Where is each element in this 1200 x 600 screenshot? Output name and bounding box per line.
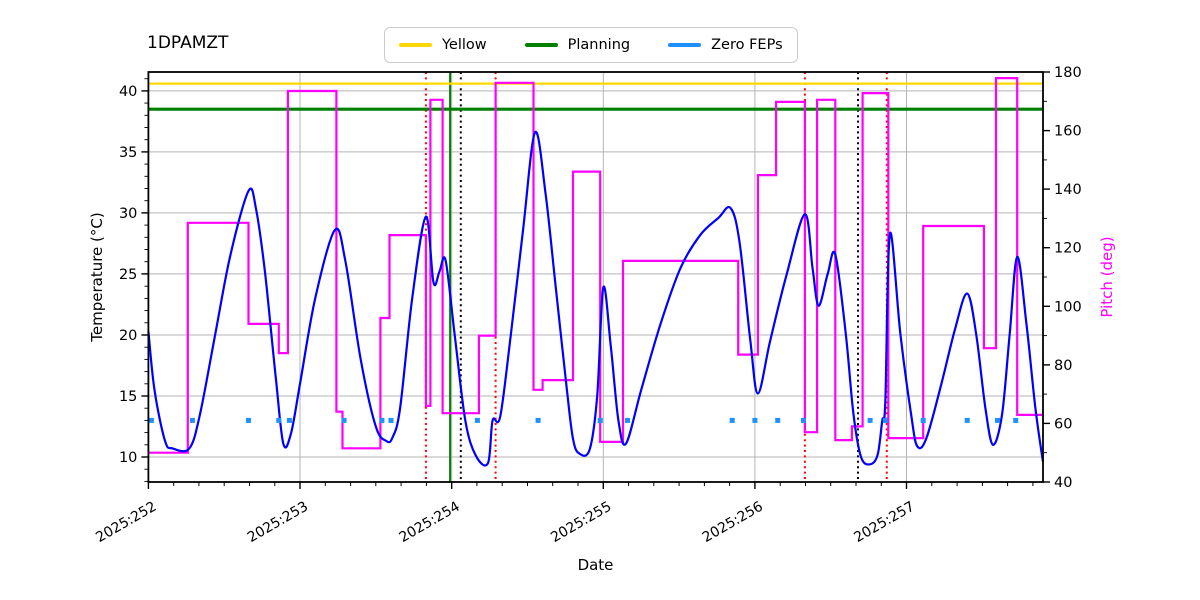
y-left-tick-label: 40 — [119, 84, 137, 100]
y-right-tick-label: 40 — [1054, 475, 1072, 491]
zero-feps-marker — [189, 417, 195, 423]
legend-item-zero-feps: Zero FEPs — [668, 37, 783, 53]
zero-feps-marker — [729, 417, 735, 423]
x-tick-label: 2025:257 — [851, 499, 917, 546]
x-tick-label: 2025:255 — [548, 499, 614, 546]
y-right-tick-label: 180 — [1054, 65, 1082, 81]
y-left-tick-label: 30 — [119, 206, 137, 222]
y-right-tick-label: 60 — [1054, 416, 1072, 432]
legend: Yellow Planning Zero FEPs — [384, 27, 798, 63]
zero-feps-marker — [286, 417, 292, 423]
x-tick-label: 2025:256 — [700, 499, 766, 546]
zero-feps-marker — [964, 417, 970, 423]
y-right-tick-label: 160 — [1054, 124, 1082, 140]
zero-feps-marker — [379, 417, 385, 423]
zero-feps-marker — [246, 417, 251, 423]
y-left-tick-label: 10 — [119, 450, 137, 466]
zero-feps-marker — [388, 417, 394, 423]
legend-label-planning: Planning — [567, 37, 631, 53]
pitch-line — [148, 77, 1043, 454]
y-axis-label-left: Temperature (°C) — [88, 212, 106, 342]
zero-feps-marker — [474, 417, 480, 423]
zero-feps-marker — [882, 417, 888, 423]
y-right-tick-label: 100 — [1054, 299, 1082, 315]
planning-line-swatch — [524, 43, 558, 47]
y-left-tick-label: 15 — [119, 389, 137, 405]
zero-feps-marker — [625, 417, 630, 423]
tick-labels: 2025:252 2025:253 2025:254 2025:255 2025:256… — [93, 65, 1081, 546]
zero_feps-markers — [148, 417, 1019, 423]
page-title: 1DPAMZT — [147, 33, 229, 53]
x-tick-label: 2025:254 — [397, 499, 463, 546]
y-left-tick-label: 20 — [119, 328, 137, 344]
zero-feps-marker — [867, 417, 873, 423]
y-right-tick-label: 80 — [1054, 358, 1072, 374]
y-left-tick-label: 35 — [119, 145, 137, 161]
zero-feps-marker — [276, 417, 282, 423]
y-left-tick-label: 25 — [119, 267, 137, 283]
axis-ticks — [141, 71, 1050, 489]
x-axis-label: Date — [577, 556, 614, 574]
zero-feps-line-swatch — [668, 43, 702, 47]
x-tick-label: 2025:252 — [93, 499, 159, 546]
legend-label-yellow: Yellow — [442, 37, 487, 53]
yellow-line-swatch — [399, 43, 432, 47]
zero-feps-marker — [341, 417, 347, 423]
y-right-tick-label: 120 — [1054, 241, 1082, 257]
zero-feps-marker — [148, 417, 154, 423]
limit-lines — [148, 82, 1043, 111]
zero-feps-marker — [597, 417, 603, 423]
x-tick-label: 2025:253 — [245, 499, 311, 546]
zero-feps-marker — [1013, 417, 1019, 423]
grid — [147, 72, 1043, 482]
legend-label-zero-feps: Zero FEPs — [711, 37, 783, 53]
zero-feps-marker — [800, 417, 806, 423]
legend-item-planning: Planning — [524, 37, 631, 53]
y-axis-label-right: Pitch (deg) — [1098, 236, 1116, 318]
zero-feps-marker — [535, 417, 541, 423]
legend-item-yellow: Yellow — [399, 37, 487, 53]
zero-feps-marker — [995, 417, 1000, 423]
zero-feps-marker — [775, 417, 781, 423]
y-right-tick-label: 140 — [1054, 182, 1082, 198]
temperature-line — [147, 130, 1045, 467]
zero-feps-marker — [752, 417, 758, 423]
zero-feps-marker — [920, 417, 926, 423]
